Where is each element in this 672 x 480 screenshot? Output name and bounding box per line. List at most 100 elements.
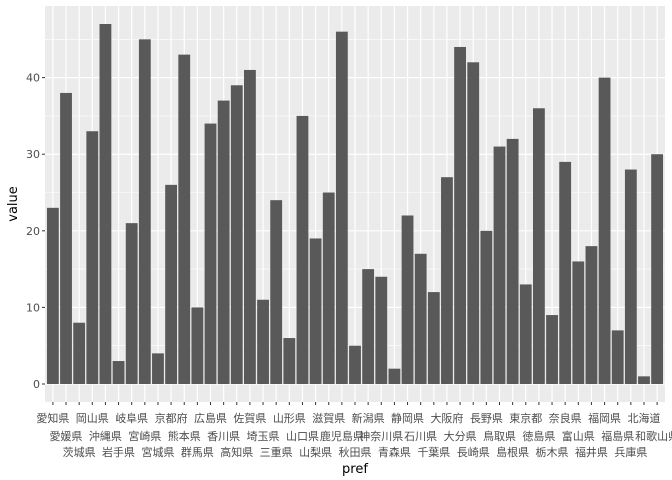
- x-tick-label: 千葉県: [417, 445, 450, 459]
- bar: [441, 177, 453, 384]
- bar: [165, 184, 178, 384]
- x-tick-label: 長崎県: [457, 445, 490, 459]
- x-tick-label: 宮城県: [141, 445, 174, 459]
- bar: [638, 376, 650, 384]
- x-tick-label: 群馬県: [181, 445, 214, 459]
- y-tick-label: 30: [26, 148, 40, 161]
- x-tick-label: 宮崎県: [128, 429, 161, 443]
- bars: [46, 24, 664, 385]
- x-tick-label: 山梨県: [299, 445, 332, 459]
- bar: [388, 368, 401, 384]
- x-tick-label: 石川県: [404, 430, 437, 443]
- y-tick-label: 0: [33, 378, 40, 391]
- x-tick-label: 埼玉県: [247, 429, 280, 443]
- y-tick-label: 10: [26, 301, 40, 314]
- bar: [375, 276, 388, 384]
- y-axis-title: value: [6, 186, 21, 222]
- bar: [270, 200, 283, 384]
- x-tick-label: 京都府: [155, 411, 188, 425]
- x-tick-label: 大阪府: [430, 411, 463, 425]
- x-tick-label: 鹿児島県: [320, 429, 364, 443]
- bar: [296, 115, 309, 385]
- x-tick-label: 岡山県: [76, 412, 109, 425]
- bar: [598, 77, 611, 385]
- x-tick-label: 滋賀県: [312, 412, 345, 425]
- bar: [99, 24, 112, 384]
- bar: [230, 85, 243, 384]
- x-tick-label: 茨城県: [63, 445, 96, 459]
- x-tick-label: 高知県: [220, 445, 253, 459]
- y-axis: 0 10 20 30 40: [26, 72, 45, 391]
- bar: [322, 192, 335, 384]
- x-tick-label: 岐阜県: [115, 412, 148, 425]
- bar: [178, 54, 191, 384]
- x-axis-title: pref: [342, 462, 368, 477]
- bar: [454, 46, 466, 384]
- x-tick-label: 長野県: [470, 412, 503, 425]
- bar: [546, 315, 558, 384]
- x-tick-label: 大分県: [444, 429, 477, 443]
- bar: [152, 353, 164, 384]
- bar: [138, 39, 151, 384]
- bar: [257, 299, 269, 384]
- bar: [283, 338, 296, 384]
- x-tick-label: 栃木県: [536, 445, 569, 459]
- x-tick-label: 秋田県: [339, 445, 372, 459]
- bar: [651, 154, 664, 384]
- bar: [467, 62, 480, 384]
- x-tick-label: 山口県: [286, 430, 319, 443]
- x-tick-label: 広島県: [194, 411, 227, 425]
- bar: [73, 322, 86, 384]
- bar: [506, 138, 519, 384]
- x-tick-label: 愛知県: [36, 411, 69, 425]
- x-tick-label: 山形県: [273, 412, 306, 425]
- x-tick-label: 岩手県: [102, 445, 135, 459]
- bar: [125, 223, 138, 384]
- bar: [414, 253, 427, 384]
- bar: [112, 361, 125, 384]
- x-tick-label: 福岡県: [588, 411, 621, 425]
- bar: [611, 330, 624, 384]
- x-tick-label: 愛媛県: [50, 429, 83, 443]
- x-tick-label: 三重県: [260, 445, 293, 459]
- x-tick-label: 青森県: [378, 445, 411, 459]
- bar: [559, 161, 572, 384]
- bar: [86, 131, 99, 384]
- bar: [532, 108, 545, 385]
- x-tick-label: 富山県: [562, 429, 595, 443]
- bar: [217, 100, 230, 385]
- bar: [572, 261, 585, 384]
- x-tick-label: 神奈川県: [359, 429, 403, 443]
- y-tick-label: 40: [26, 72, 40, 85]
- x-tick-label: 香川県: [207, 430, 240, 443]
- x-tick-label: 鳥取県: [483, 429, 516, 443]
- bar: [493, 146, 506, 384]
- x-tick-label: 佐賀県: [233, 411, 266, 425]
- bar: [401, 215, 414, 384]
- x-tick-label: 北海道: [627, 411, 660, 425]
- x-tick-label: 福井県: [575, 445, 608, 459]
- x-tick-label: 東京都: [509, 411, 542, 425]
- bar: [309, 238, 322, 384]
- x-tick-label: 静岡県: [391, 411, 424, 425]
- bar: [427, 292, 440, 384]
- bar: [585, 246, 598, 384]
- x-tick-label: 和歌山県: [635, 429, 672, 443]
- bar: [624, 169, 637, 384]
- x-tick-label: 新潟県: [352, 411, 385, 425]
- x-tick-label: 兵庫県: [614, 445, 647, 459]
- x-tick-label: 島根県: [496, 445, 529, 459]
- bar: [60, 92, 72, 385]
- bar: [349, 345, 361, 384]
- y-tick-label: 20: [26, 225, 40, 238]
- bar: [480, 230, 493, 384]
- x-tick-label: 徳島県: [522, 429, 555, 443]
- x-tick-label: 沖縄県: [89, 429, 122, 443]
- bar: [244, 69, 256, 384]
- bar: [191, 307, 204, 384]
- bar: [204, 123, 217, 385]
- bar: [519, 284, 532, 384]
- x-tick-label: 福島県: [601, 429, 634, 443]
